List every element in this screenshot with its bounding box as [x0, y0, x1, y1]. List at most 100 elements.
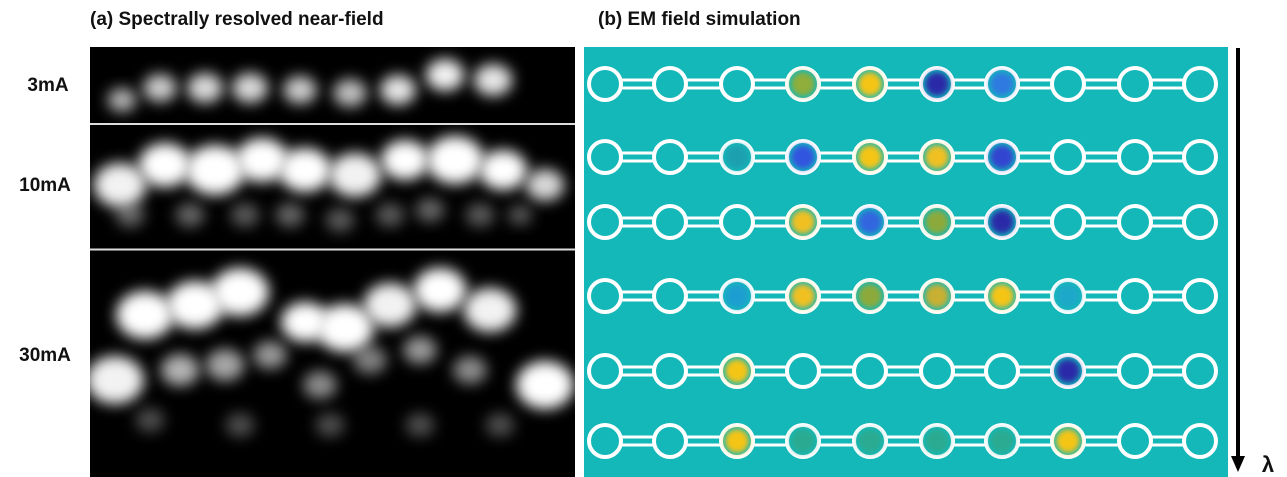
- speckle-blob: [525, 169, 565, 201]
- field-spot: [1056, 284, 1080, 308]
- ring: [1117, 353, 1153, 389]
- ring: [587, 423, 623, 459]
- field-spot: [990, 429, 1014, 453]
- field-spot: [725, 284, 749, 308]
- ring: [587, 66, 623, 102]
- ring: [652, 423, 688, 459]
- image-background: [584, 47, 1228, 477]
- speckle-blob: [381, 140, 429, 180]
- speckle-blob: [135, 408, 165, 432]
- field-spot: [925, 72, 949, 96]
- speckle-blob: [235, 138, 289, 182]
- ring: [852, 353, 888, 389]
- field-spot: [791, 429, 815, 453]
- speckle-blob: [403, 336, 437, 364]
- ring: [1050, 204, 1086, 240]
- ring: [1050, 66, 1086, 102]
- speckle-blob: [315, 413, 345, 437]
- speckle-blob: [253, 341, 287, 369]
- ring: [1182, 139, 1218, 175]
- field-spot: [925, 145, 949, 169]
- speckle-blob: [426, 136, 484, 184]
- field-spot: [791, 210, 815, 234]
- field-spot: [791, 284, 815, 308]
- field-spot: [990, 210, 1014, 234]
- speckle-blob: [166, 281, 224, 329]
- speckle-blob: [205, 349, 245, 381]
- ring: [1182, 66, 1218, 102]
- field-spot: [725, 145, 749, 169]
- near-field-image: [90, 47, 575, 477]
- ring: [652, 66, 688, 102]
- ring: [652, 353, 688, 389]
- ring: [587, 204, 623, 240]
- panel-title: (b) EM field simulation: [598, 9, 801, 30]
- speckle-blob: [413, 268, 467, 312]
- image-background: [90, 47, 575, 477]
- field-spot: [858, 284, 882, 308]
- speckle-blob: [90, 356, 144, 404]
- row-label: 10mA: [19, 175, 71, 196]
- ring: [1117, 204, 1153, 240]
- speckle-blob: [303, 371, 337, 399]
- ring: [919, 353, 955, 389]
- ring: [587, 353, 623, 389]
- speckle-blob: [138, 143, 192, 187]
- field-spot: [990, 284, 1014, 308]
- speckle-blob: [425, 59, 465, 91]
- speckle-blob: [508, 205, 532, 225]
- speckle-blob: [405, 413, 435, 437]
- speckle-blob: [93, 163, 147, 207]
- field-spot: [925, 429, 949, 453]
- speckle-blob: [353, 346, 387, 374]
- speckle-blob: [380, 75, 416, 105]
- speckle-blob: [283, 76, 317, 104]
- speckle-blob: [107, 88, 137, 112]
- speckle-blob: [363, 283, 417, 327]
- speckle-blob: [463, 288, 517, 332]
- ring: [587, 278, 623, 314]
- field-spot: [858, 210, 882, 234]
- ring: [1182, 353, 1218, 389]
- ring: [1050, 139, 1086, 175]
- ring: [1117, 66, 1153, 102]
- speckle-blob: [375, 203, 405, 227]
- field-spot: [858, 72, 882, 96]
- ring: [785, 353, 821, 389]
- row-label: 3mA: [27, 75, 68, 96]
- ring: [652, 278, 688, 314]
- ring: [652, 204, 688, 240]
- field-spot: [725, 429, 749, 453]
- field-spot: [858, 145, 882, 169]
- ring: [652, 139, 688, 175]
- speckle-blob: [275, 203, 305, 227]
- speckle-blob: [232, 73, 268, 103]
- speckle-blob: [116, 291, 174, 339]
- field-spot: [791, 72, 815, 96]
- speckle-blob: [185, 145, 245, 195]
- speckle-blob: [333, 79, 367, 107]
- speckle-blob: [160, 354, 200, 386]
- speckle-blob: [465, 203, 495, 227]
- speckle-blob: [278, 148, 332, 192]
- speckle-blob: [115, 203, 145, 227]
- field-spot: [791, 145, 815, 169]
- ring: [719, 66, 755, 102]
- speckle-blob: [316, 304, 374, 352]
- arrow-head: [1231, 456, 1245, 472]
- speckle-blob: [225, 413, 255, 437]
- axis-label: λ: [1262, 452, 1274, 477]
- speckle-blob: [485, 413, 515, 437]
- speckle-blob: [230, 203, 260, 227]
- speckle-blob: [325, 208, 355, 232]
- speckle-blob: [143, 74, 177, 102]
- field-spot: [1056, 359, 1080, 383]
- field-spot: [1056, 429, 1080, 453]
- ring: [1182, 278, 1218, 314]
- panel-title: (a) Spectrally resolved near-field: [90, 9, 384, 30]
- field-spot: [990, 145, 1014, 169]
- speckle-blob: [328, 153, 382, 197]
- speckle-blob: [211, 268, 269, 316]
- field-spot: [925, 210, 949, 234]
- field-spot: [990, 72, 1014, 96]
